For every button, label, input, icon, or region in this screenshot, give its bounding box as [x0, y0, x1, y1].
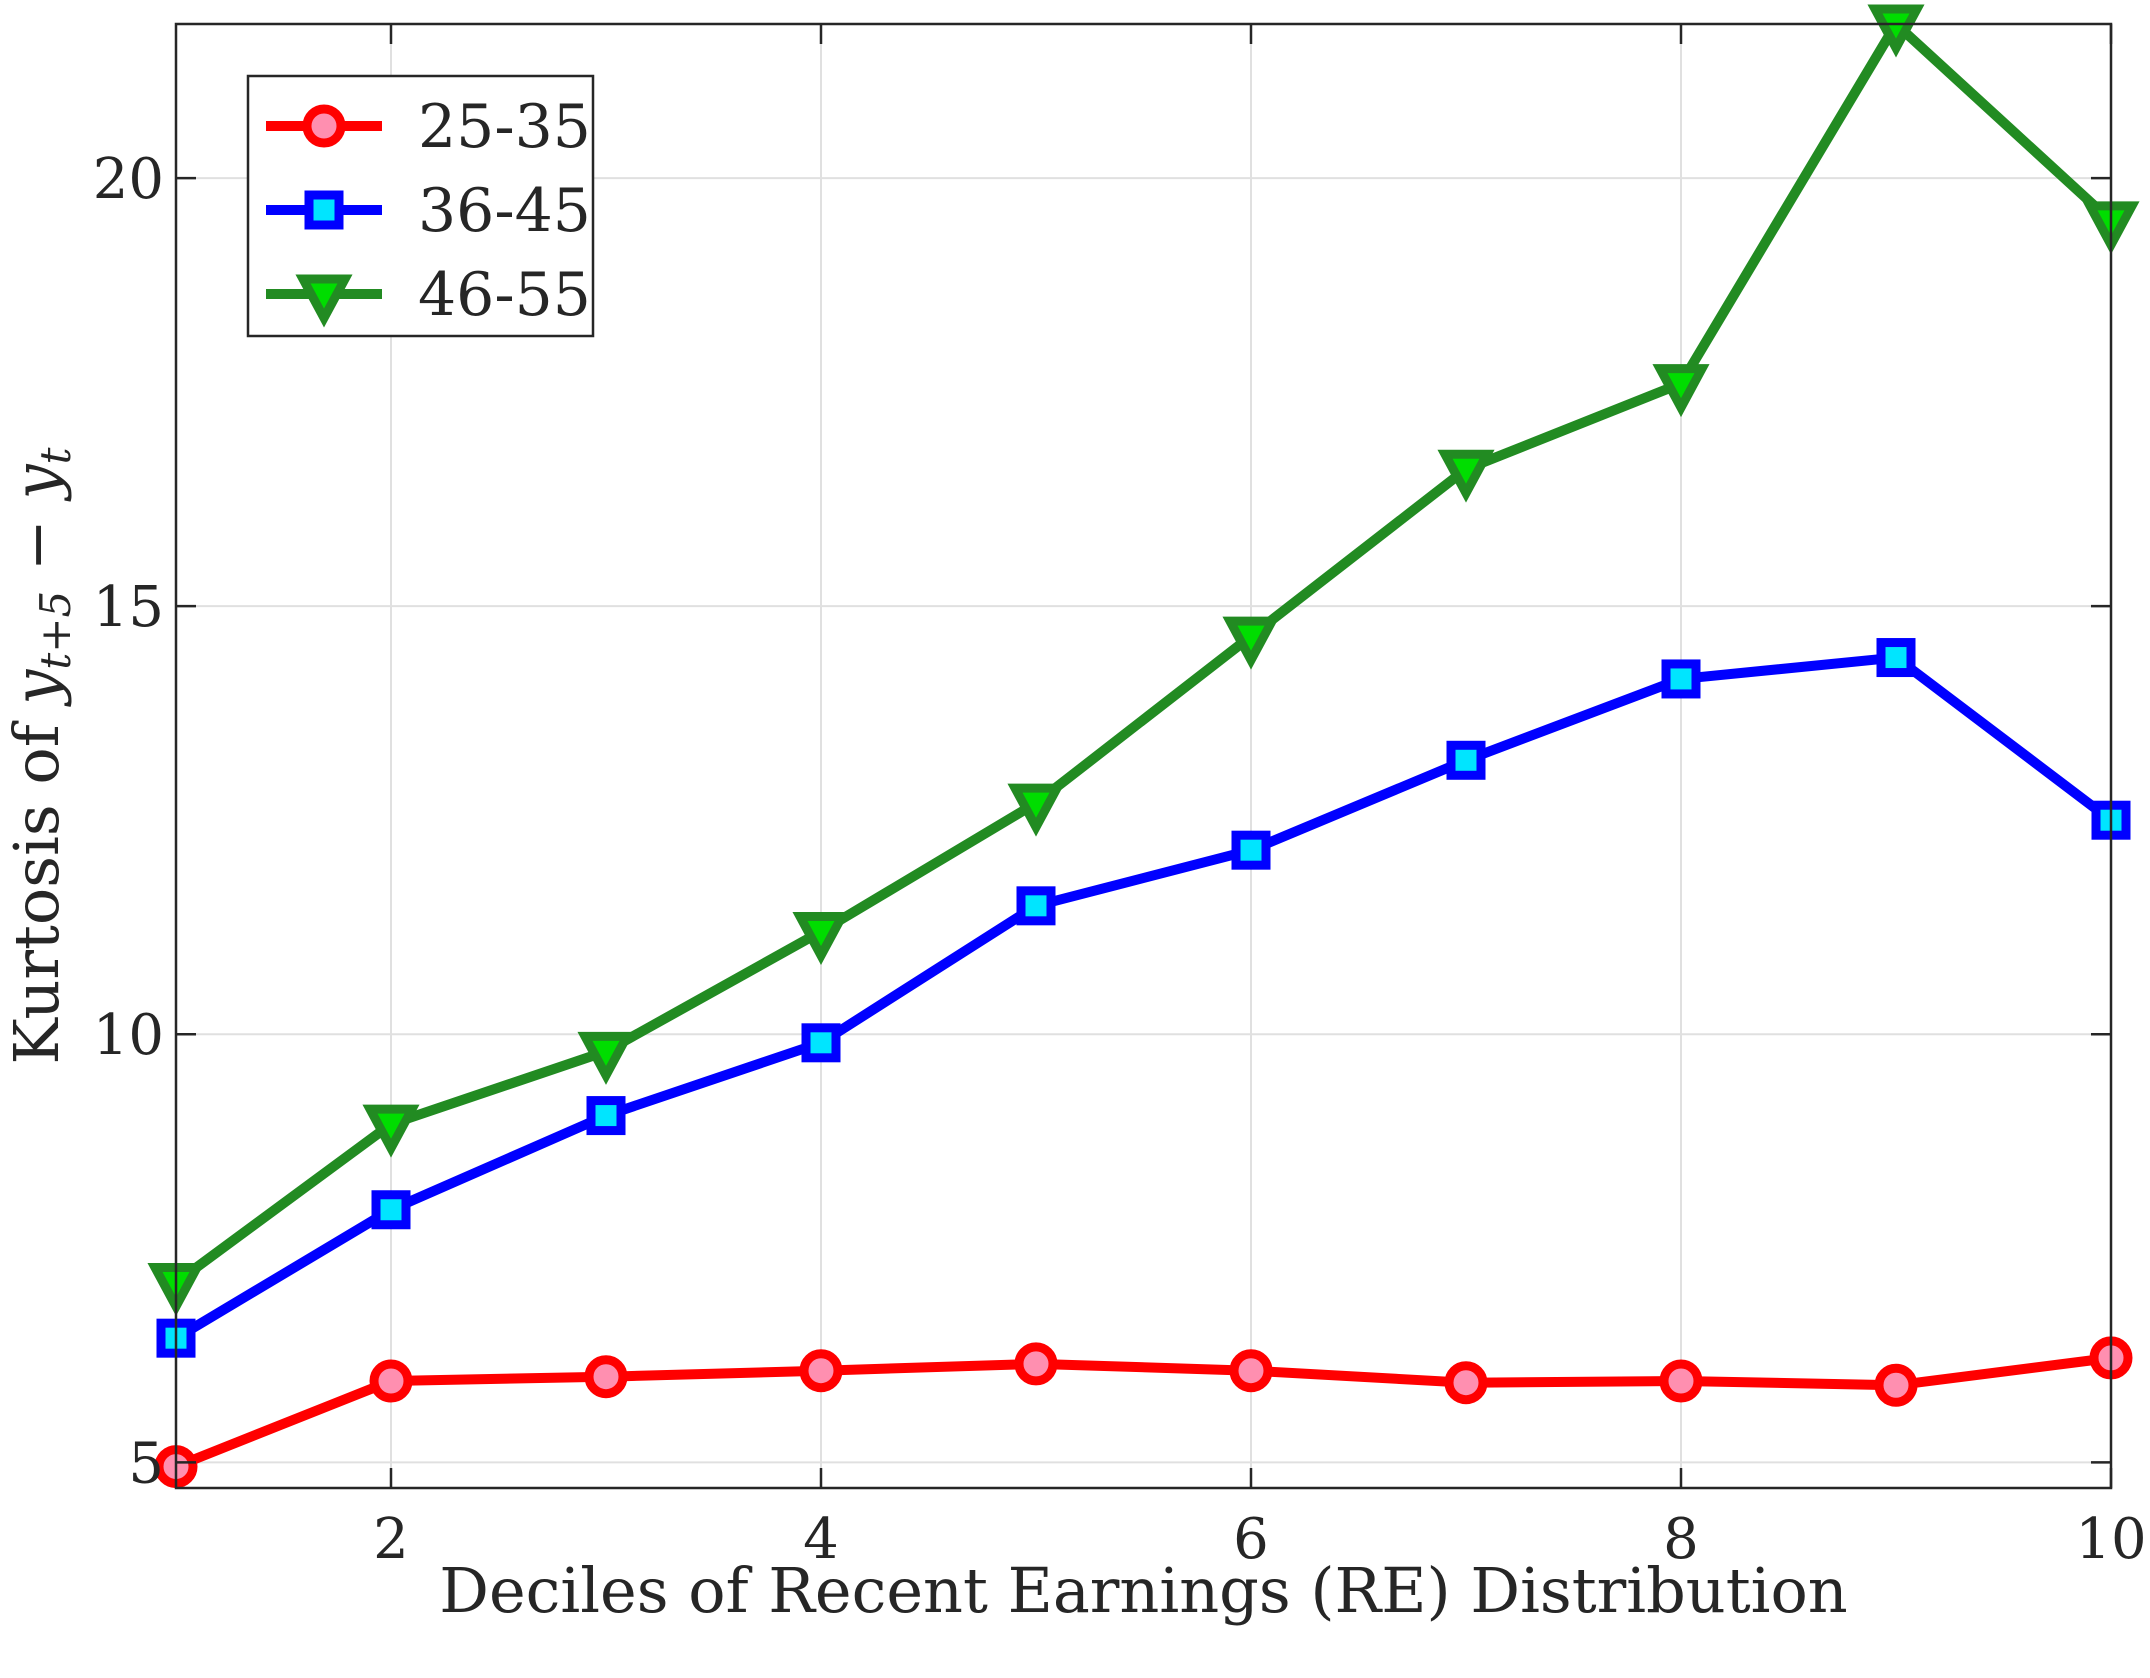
legend-entry-46-55: 46-55 — [266, 260, 591, 330]
y-axis-title: Kurtosis of yt+5 − yt — [0, 447, 80, 1064]
x-axis-title: Deciles of Recent Earnings (RE) Distribu… — [439, 1554, 1847, 1627]
series-36-45 — [156, 638, 2131, 1358]
data-point — [1446, 740, 1486, 780]
data-point — [1661, 659, 1701, 699]
legend-label: 25-35 — [418, 92, 591, 162]
y-tick-label: 15 — [93, 575, 164, 640]
legend-label: 36-45 — [418, 176, 591, 246]
y-axis-title-sub2: t — [31, 447, 80, 464]
y-tick-label: 10 — [93, 1003, 164, 1068]
data-point — [1874, 1363, 1918, 1407]
data-point — [799, 1349, 843, 1393]
y-axis-title-sub1: t+5 — [31, 591, 80, 670]
data-point — [369, 1359, 413, 1403]
data-point — [1652, 364, 1710, 418]
y-tick-label: 20 — [93, 147, 164, 212]
y-axis-title-var1: y — [0, 669, 73, 708]
data-point — [801, 1023, 841, 1063]
data-point — [1867, 4, 1925, 58]
plot-frame — [174, 22, 2113, 1490]
data-point — [1876, 638, 1916, 678]
y-axis-title-prefix: Kurtosis of — [0, 705, 73, 1065]
data-point — [584, 1355, 628, 1399]
series-line-46-55 — [173, 19, 2115, 1287]
data-point — [577, 1031, 635, 1085]
series-line-25-35 — [174, 1352, 2112, 1472]
data-point — [1222, 616, 1280, 670]
x-tick-label: 8 — [1663, 1507, 1699, 1572]
x-tick-label: 2 — [373, 1507, 409, 1572]
legend-marker — [302, 104, 346, 148]
x-tick-label: 10 — [2075, 1507, 2146, 1572]
y-axis-title-minus: − — [0, 499, 73, 590]
data-point — [1444, 1361, 1488, 1405]
legend-marker — [295, 274, 353, 328]
x-tick-label: 4 — [803, 1507, 839, 1572]
data-point — [1007, 783, 1065, 837]
legend-entry-36-45: 36-45 — [266, 176, 591, 246]
legend-entry-25-35: 25-35 — [266, 92, 591, 162]
data-point — [362, 1104, 420, 1158]
data-point — [792, 912, 850, 966]
data-point — [1229, 1349, 1273, 1393]
y-tick-label: 5 — [128, 1431, 164, 1496]
data-point — [586, 1096, 626, 1136]
data-point — [1014, 1342, 1058, 1386]
data-point — [1231, 830, 1271, 870]
y-axis-title-var2: y — [0, 463, 73, 502]
data-point — [1659, 1359, 1703, 1403]
data-point — [1016, 886, 1056, 926]
series-line-36-45 — [173, 652, 2115, 1343]
plot-series — [147, 4, 2140, 1489]
x-tick-label: 6 — [1233, 1507, 1269, 1572]
series-46-55 — [147, 4, 2140, 1317]
data-point — [1437, 449, 1495, 503]
legend: 25-35 36-45 46-55 — [246, 74, 595, 338]
data-point — [371, 1190, 411, 1230]
axis-ticks: 2 4 6 8 10 5 10 15 20 — [93, 24, 2147, 1572]
legend-label: 46-55 — [418, 260, 591, 330]
legend-marker — [304, 190, 344, 230]
series-25-35 — [154, 1336, 2133, 1489]
